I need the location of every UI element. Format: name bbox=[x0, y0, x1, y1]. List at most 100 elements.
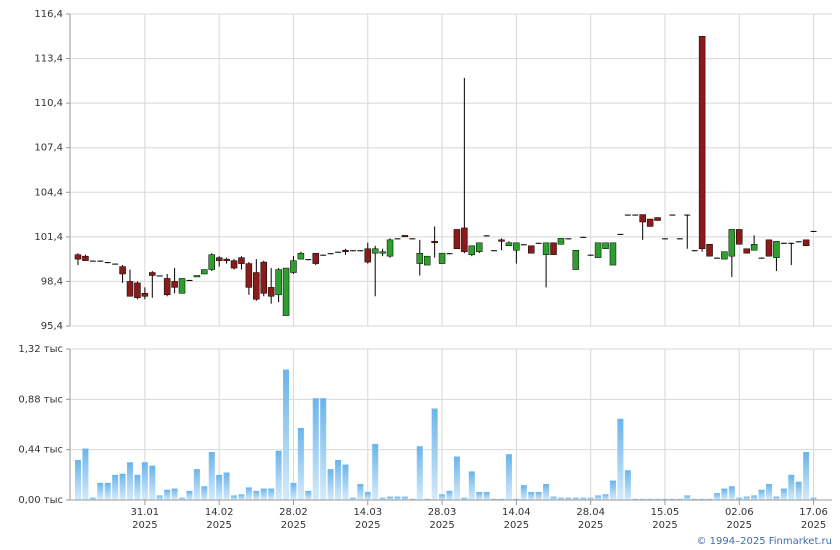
x-tick-label: 28.04 2025 bbox=[576, 507, 605, 531]
candle-body bbox=[193, 275, 201, 278]
volume-bar bbox=[572, 497, 579, 500]
volume-bar bbox=[795, 481, 802, 500]
candle-body bbox=[112, 263, 119, 265]
candle-body bbox=[312, 252, 320, 264]
candle-body bbox=[215, 257, 223, 261]
volume-bar bbox=[335, 459, 342, 500]
volume-bar bbox=[156, 495, 163, 500]
volume-bar bbox=[223, 472, 230, 500]
candle-body bbox=[602, 242, 609, 249]
volume-bar bbox=[164, 489, 171, 500]
volume-bar bbox=[602, 494, 609, 500]
volume-bar bbox=[505, 454, 512, 500]
candle-body bbox=[223, 258, 230, 261]
volume-bar bbox=[357, 483, 364, 500]
candle-body bbox=[758, 257, 765, 259]
candle-body bbox=[505, 242, 513, 247]
volume-bar bbox=[431, 408, 438, 500]
volume-bar bbox=[245, 487, 252, 500]
candle-body bbox=[320, 254, 327, 256]
volume-bar bbox=[669, 498, 676, 500]
candle-body bbox=[721, 251, 728, 260]
candle-body bbox=[788, 242, 795, 244]
candle-body bbox=[609, 242, 617, 266]
candle-body bbox=[335, 251, 342, 253]
volume-bar bbox=[320, 398, 327, 500]
volume-bar bbox=[416, 446, 423, 500]
candle-body bbox=[550, 242, 557, 255]
candle-body bbox=[513, 242, 520, 251]
candle-body bbox=[119, 266, 126, 275]
volume-bar bbox=[453, 456, 460, 500]
volume-bar bbox=[654, 498, 661, 500]
volume-bar bbox=[290, 482, 297, 500]
volume-bar bbox=[372, 443, 379, 500]
volume-bar bbox=[609, 480, 616, 500]
candle-body bbox=[557, 238, 565, 245]
volume-bar bbox=[810, 497, 817, 500]
candle-body bbox=[275, 269, 282, 296]
volume-bar bbox=[587, 497, 594, 500]
volume-bar bbox=[439, 494, 446, 500]
y-tick-label: 0,44 тыс bbox=[18, 445, 63, 456]
candle-body bbox=[282, 267, 290, 316]
volume-bar bbox=[528, 491, 535, 500]
volume-bar bbox=[476, 491, 483, 500]
candle-body bbox=[736, 229, 743, 245]
candle-body bbox=[357, 250, 364, 252]
candle-body bbox=[587, 254, 594, 256]
candle-body bbox=[565, 238, 572, 240]
volume-bar bbox=[743, 496, 750, 500]
volume-bar bbox=[765, 483, 772, 500]
volume-bar bbox=[379, 497, 386, 500]
candle-body bbox=[810, 230, 817, 232]
candle-body bbox=[253, 272, 260, 300]
volume-bar bbox=[446, 490, 453, 500]
volume-bar bbox=[513, 498, 520, 500]
volume-bar bbox=[401, 496, 408, 500]
volume-bar bbox=[565, 497, 572, 500]
candle-body bbox=[691, 250, 698, 252]
y-tick-label: 1,32 тыс bbox=[18, 344, 63, 355]
candle-body bbox=[520, 244, 527, 246]
volume-bar bbox=[535, 491, 542, 500]
candle-body bbox=[297, 252, 305, 260]
volume-bar bbox=[104, 482, 111, 500]
volume-bar bbox=[349, 497, 356, 500]
candle-body bbox=[698, 36, 706, 249]
volume-bar bbox=[297, 427, 304, 500]
candle-body bbox=[201, 269, 208, 275]
candle-body bbox=[409, 238, 416, 240]
candle-body bbox=[305, 259, 312, 261]
candle-body bbox=[260, 261, 267, 294]
volume-bar bbox=[208, 451, 215, 500]
volume-bar bbox=[275, 450, 282, 500]
volume-bar bbox=[89, 497, 96, 500]
volume-bar bbox=[468, 471, 475, 500]
volume-bar bbox=[127, 462, 134, 500]
candle-body bbox=[290, 260, 297, 273]
volume-bar bbox=[639, 498, 646, 500]
candle-body bbox=[394, 238, 401, 240]
candle-body bbox=[149, 272, 156, 276]
volume-bar bbox=[803, 451, 810, 500]
candle-body bbox=[141, 293, 149, 297]
candle-body bbox=[416, 252, 424, 264]
candle-body bbox=[438, 252, 446, 264]
candle-body bbox=[580, 236, 587, 238]
volume-bar bbox=[409, 498, 416, 500]
y-tick-label: 116,4 bbox=[34, 9, 63, 20]
candle-body bbox=[594, 242, 602, 258]
volume-bar bbox=[684, 495, 691, 500]
y-tick-label: 98,4 bbox=[41, 276, 63, 287]
candle-body bbox=[743, 248, 750, 254]
volume-bar bbox=[624, 470, 631, 500]
volume-bar bbox=[498, 498, 505, 500]
candle-body bbox=[267, 287, 275, 297]
volume-bar bbox=[758, 489, 765, 500]
volume-bar bbox=[543, 483, 550, 500]
candle-body bbox=[780, 242, 787, 244]
volume-bar bbox=[736, 497, 743, 500]
x-tick-label: 28.03 2025 bbox=[427, 507, 457, 531]
candle-body bbox=[431, 241, 438, 244]
